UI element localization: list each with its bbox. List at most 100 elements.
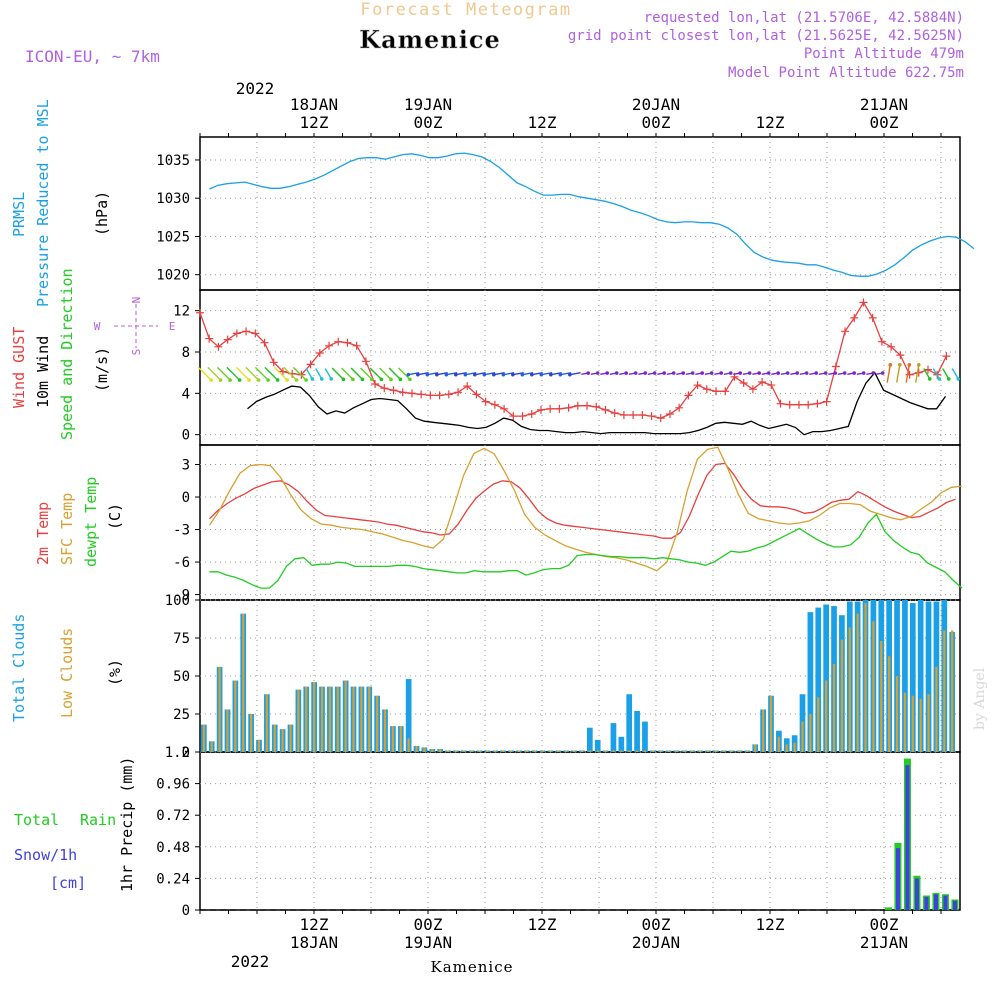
wind-arrow-head [852,371,856,375]
wind-arrow [569,372,581,376]
low-cloud-bar [809,714,812,752]
wind-arrow [207,366,222,381]
low-cloud-bar [754,744,757,752]
wind-arrow [341,367,354,380]
wind-arrow-head [662,371,666,375]
gust-point [444,390,453,399]
wind-arrow [315,368,323,380]
label-10m-wind: 10m Wind [34,336,52,408]
wind-arrow-head [501,372,506,377]
compass-n: N [130,297,143,304]
wind-arrow-head [624,371,628,375]
gust-point [361,357,370,366]
total-cloud-bar [586,727,593,752]
gust-point [675,403,684,412]
low-cloud-bar [502,750,505,752]
bottom-date-label: 20JAN [632,933,680,952]
gust-point [334,337,343,346]
low-cloud-bar [801,721,804,752]
bottom-date-label: 18JAN [290,933,338,952]
wind-arrow [216,366,231,381]
wind-arrow-head [425,372,430,377]
bottom-date-label: 21JAN [860,933,908,952]
gust-point [306,360,315,369]
bottom-hour-label: 12Z [300,915,329,934]
gust-point [601,405,610,414]
low-cloud-bar [943,630,946,752]
low-cloud-bar [549,750,552,752]
wind-arrow-head [341,377,346,382]
pressure-ytick-label: 1025 [156,229,190,245]
wind-arrow [197,366,212,381]
wind-arrow-head [247,378,251,382]
low-cloud-bar [683,750,686,752]
wind-arrow-head [454,372,458,377]
gust-point [463,382,472,391]
wind-arrow [264,366,279,381]
gust-point [665,410,674,418]
temp-ytick-label: 3 [182,458,190,474]
low-cloud-bar [226,709,229,752]
wind-ytick-label: 12 [173,304,190,320]
low-cloud-bar [454,750,458,752]
wind-arrow-head [520,372,525,377]
gust-point [877,337,886,346]
low-cloud-bar [588,750,591,752]
wind-arrow [331,367,344,380]
panel-frame [199,751,961,911]
wind-arrow-head [888,363,893,367]
gust-point [398,388,407,397]
pressure-ytick-label: 1035 [156,153,190,169]
pressure-ytick-label: 1020 [156,268,190,284]
low-cloud-bar [478,750,481,752]
bottom-hour-label: 12Z [756,915,785,934]
gust-point [196,308,204,317]
wind-arrow [226,366,241,381]
gust-point [822,397,831,406]
wind-arrow-head [275,378,280,382]
precip-ytick-label: 0.48 [156,840,190,856]
gust-point [536,405,545,414]
gust-point [527,410,536,418]
wind-arrow-head [719,371,723,375]
low-cloud-bar [407,738,410,752]
low-cloud-bar [446,750,450,752]
temp2m-line [209,462,956,539]
precip-ytick-label: 1.2 [165,745,190,761]
header-model-alt: Model Point Altitude 622.75m [728,65,964,81]
temp-ytick-label: -9 [173,588,190,604]
snow-bar [943,895,948,910]
wind-arrow-head [482,372,487,377]
total-cloud-bar [618,736,625,752]
wind-arrow-head [256,378,261,382]
wind-ytick-label: 4 [182,386,190,402]
label-sfc-temp: SFC Temp [58,493,76,565]
label-hpa: (hPa) [93,191,111,236]
low-cloud-bar [541,750,544,752]
wind-arrow-head [709,371,714,375]
low-cloud-bar [793,742,796,752]
gust-point [564,403,573,412]
low-cloud-bar [344,680,347,752]
gust-point [205,334,214,343]
wind-arrow [886,364,892,383]
gust-point [859,298,868,307]
top-date-label: 21JAN [860,95,908,114]
gust-point [214,342,223,351]
gust-point [841,327,850,336]
top-date-label: 18JAN [290,95,338,114]
wind-arrow [951,368,959,380]
gust-point [472,390,481,399]
bottom-hour-label: 12Z [528,915,557,934]
clouds-ytick-label: 100 [165,593,190,609]
low-cloud-bar [722,750,725,752]
wind-arrow-head [937,377,942,381]
gust-point [896,351,905,360]
low-cloud-bar [572,750,576,752]
wind-arrow [905,364,911,383]
top-year: 2022 [236,79,275,98]
low-cloud-bar [951,630,954,752]
wind-arrow [942,368,950,380]
snow-bar [914,878,919,910]
wind-arrow [369,367,382,380]
